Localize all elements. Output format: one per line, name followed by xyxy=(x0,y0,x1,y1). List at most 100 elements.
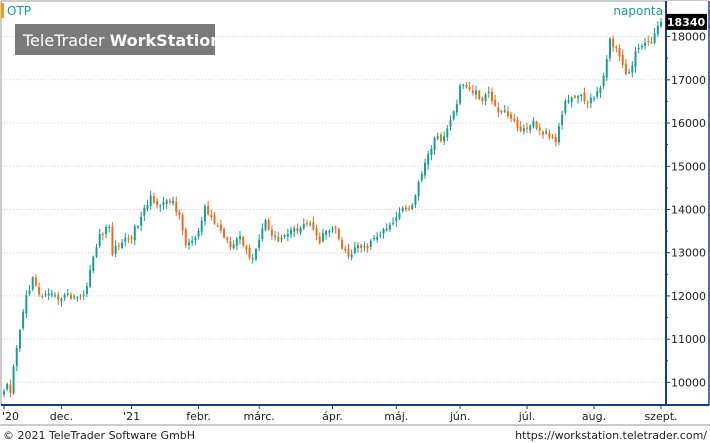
candle-down xyxy=(510,114,513,119)
candle-down xyxy=(315,228,318,236)
candle-up xyxy=(3,391,5,395)
x-tick-label: júl. xyxy=(518,410,536,423)
candle-up xyxy=(640,45,643,48)
last-price-box xyxy=(666,13,707,30)
candle-up xyxy=(136,226,139,228)
candle-up xyxy=(369,240,372,247)
candle-up xyxy=(146,205,149,209)
candle-down xyxy=(101,234,104,236)
candle-down xyxy=(650,41,653,43)
candle-up xyxy=(420,173,423,181)
candle-up xyxy=(22,311,25,329)
candle-down xyxy=(178,211,181,216)
y-tick-label: 11000 xyxy=(671,333,706,346)
candle-up xyxy=(149,195,152,207)
candle-up xyxy=(599,87,602,93)
candle-up xyxy=(66,293,69,295)
source-url[interactable]: https://workstation.teletrader.com/ xyxy=(515,429,707,442)
candle-up xyxy=(532,120,535,127)
candle-up xyxy=(76,297,79,299)
frequency-label[interactable]: naponta xyxy=(613,4,663,18)
candle-down xyxy=(210,214,213,218)
candle-up xyxy=(455,104,458,113)
candle-down xyxy=(223,229,226,238)
candle-down xyxy=(69,294,72,299)
candle-up xyxy=(522,128,525,132)
candle-down xyxy=(9,384,12,394)
candle-up xyxy=(376,236,379,240)
candle-up xyxy=(561,114,564,125)
candle-down xyxy=(583,92,586,102)
x-axis-ticks: '20 dec. '21 febr. márc. ápr. máj. jún. júl. aug.… xyxy=(2,405,678,423)
candle-down xyxy=(439,134,442,141)
candle-up xyxy=(350,254,353,258)
candle-up xyxy=(92,256,95,271)
candle-down xyxy=(296,228,299,232)
candle-down xyxy=(535,121,538,129)
candle-down xyxy=(341,239,344,249)
candle-up xyxy=(570,97,573,103)
candle-up xyxy=(593,98,596,100)
candle-up xyxy=(258,239,261,248)
candle-down xyxy=(621,54,624,65)
candle-up xyxy=(25,295,28,314)
candle-up xyxy=(95,247,98,257)
candle-up xyxy=(427,154,430,165)
candle-down xyxy=(270,229,273,236)
candle-up xyxy=(395,217,398,222)
candle-down xyxy=(226,237,229,240)
y-axis-panel xyxy=(666,1,709,405)
candle-down xyxy=(312,221,315,230)
candle-down xyxy=(267,220,270,230)
candle-down xyxy=(647,41,650,43)
candle-up xyxy=(290,230,293,235)
candle-up xyxy=(15,348,18,366)
candle-down xyxy=(156,201,159,206)
candle-up xyxy=(567,100,570,103)
candle-up xyxy=(452,111,455,120)
candle-up xyxy=(283,235,286,237)
candle-down xyxy=(551,136,554,138)
candle-up xyxy=(401,207,404,212)
candle-up xyxy=(385,228,388,231)
symbol-label[interactable]: OTP xyxy=(7,4,31,18)
candle-down xyxy=(478,90,481,99)
candle-up xyxy=(63,294,66,298)
x-tick-label: febr. xyxy=(186,410,211,423)
y-tick-label: 13000 xyxy=(671,247,706,260)
candle-up xyxy=(353,247,356,253)
y-tick-label: 16000 xyxy=(671,117,706,130)
candle-up xyxy=(18,330,21,349)
candle-down xyxy=(494,99,497,106)
candle-up xyxy=(191,240,194,243)
candle-down xyxy=(408,208,411,210)
x-tick-label: dec. xyxy=(50,410,73,423)
candle-up xyxy=(653,33,656,43)
candle-down xyxy=(573,95,576,98)
candle-down xyxy=(168,200,171,203)
candle-up xyxy=(487,91,490,93)
candle-up xyxy=(44,294,47,296)
candle-up xyxy=(235,238,238,246)
candle-up xyxy=(388,224,391,230)
candle-down xyxy=(618,47,621,57)
candle-up xyxy=(172,200,175,204)
candle-down xyxy=(513,118,516,121)
candle-down xyxy=(344,248,347,251)
candle-up xyxy=(484,94,487,102)
candle-up xyxy=(631,65,634,73)
candle-up xyxy=(47,293,50,296)
candle-up xyxy=(302,223,305,229)
x-tick-label: '20 xyxy=(2,410,19,423)
candle-down xyxy=(152,196,155,203)
candle-up xyxy=(596,91,599,97)
copyright-text: © 2021 TeleTrader Software GmbH xyxy=(3,429,195,442)
plot-area xyxy=(1,1,666,405)
candle-up xyxy=(449,120,452,127)
candle-down xyxy=(471,90,474,93)
candle-up xyxy=(605,58,608,78)
candle-up xyxy=(382,229,385,234)
candle-up xyxy=(140,217,143,226)
candle-up xyxy=(299,227,302,233)
